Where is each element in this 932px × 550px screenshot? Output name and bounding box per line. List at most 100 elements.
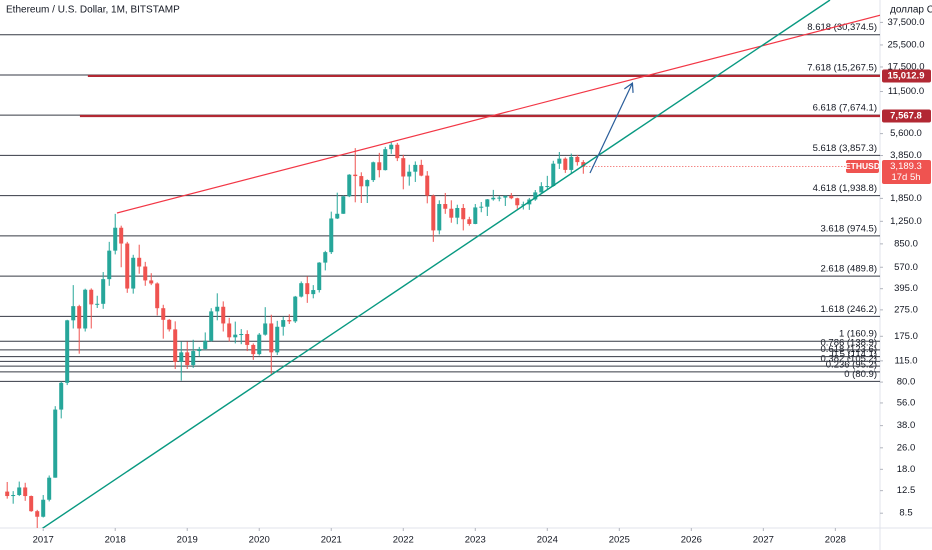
candle-body bbox=[203, 340, 208, 349]
y-tick-label: 38.0 bbox=[897, 420, 916, 431]
candle-body bbox=[95, 303, 100, 305]
x-tick-label: 2021 bbox=[321, 535, 342, 546]
fib-levels: 0 (80.9)0.236 (95.2)0.382 (105.2)0.5 (11… bbox=[0, 22, 880, 382]
candle-body bbox=[197, 348, 202, 352]
candle-body bbox=[557, 158, 562, 164]
candles bbox=[5, 141, 880, 528]
y-tick-label: 275.0 bbox=[894, 304, 918, 315]
y-tick-label: 12.5 bbox=[897, 485, 916, 496]
overlay: 8.5 12.5 18.0 26.0 38.0 56.0 80.0 115.0 175.0 275… bbox=[33, 17, 931, 546]
candle-body bbox=[17, 487, 22, 496]
candle-body bbox=[521, 204, 526, 206]
x-tick-label: 2020 bbox=[249, 535, 270, 546]
x-tick-label: 2024 bbox=[537, 535, 558, 546]
candle-body bbox=[215, 306, 220, 312]
candle-body bbox=[167, 319, 172, 330]
candle-body bbox=[101, 279, 106, 304]
candle-body bbox=[209, 311, 214, 341]
price-badge-label: 7,567.8 bbox=[890, 111, 922, 122]
candle-body bbox=[575, 156, 580, 163]
candle-body bbox=[485, 199, 490, 207]
candle-body bbox=[329, 218, 334, 253]
last-price-badge bbox=[882, 160, 931, 185]
y-tick-label: 570.0 bbox=[894, 262, 918, 273]
chart-title: Ethereum / U.S. Dollar, 1M, BITSTAMP bbox=[6, 5, 180, 16]
x-tick-label: 2018 bbox=[105, 535, 126, 546]
candle-body bbox=[551, 163, 556, 187]
candle-body bbox=[227, 323, 232, 338]
y-tick-label: 395.0 bbox=[894, 283, 918, 294]
candle-body bbox=[35, 511, 40, 517]
candle-body bbox=[425, 175, 430, 196]
fib-level-label: 0.236 (95.2) bbox=[826, 359, 877, 370]
fib-level-label: 5.618 (3,857.3) bbox=[813, 143, 877, 154]
last-price-label: 3,189.3 bbox=[890, 161, 922, 172]
candle-body bbox=[251, 344, 256, 355]
candle-body bbox=[569, 156, 574, 170]
candle-body bbox=[293, 296, 298, 322]
candle-body bbox=[563, 158, 568, 170]
candle-body bbox=[413, 164, 418, 172]
candle-body bbox=[47, 477, 52, 500]
candle-body bbox=[539, 186, 544, 193]
candle-body bbox=[443, 204, 448, 209]
y-tick-label: 25,500.0 bbox=[888, 39, 925, 50]
candle-body bbox=[455, 207, 460, 218]
candle-body bbox=[581, 162, 586, 167]
candle-body bbox=[191, 351, 196, 366]
candle-body bbox=[419, 164, 424, 176]
fib-level-label: 7.618 (15,267.5) bbox=[807, 62, 877, 73]
candle-body bbox=[515, 198, 520, 206]
candle-body bbox=[479, 206, 484, 208]
candle-body bbox=[341, 196, 346, 214]
y-tick-label: 11,500.0 bbox=[888, 86, 924, 97]
y-tick-label: 17,500.0 bbox=[888, 61, 925, 72]
fib-level-label: 0.382 (105.2) bbox=[820, 354, 877, 365]
candle-body bbox=[335, 213, 340, 219]
candle-body bbox=[125, 243, 130, 289]
candle-body bbox=[503, 195, 508, 198]
candle-body bbox=[317, 262, 322, 291]
candle-body bbox=[473, 207, 478, 224]
x-tick-label: 2023 bbox=[465, 535, 486, 546]
candle-body bbox=[179, 352, 184, 362]
candle-body bbox=[377, 162, 382, 171]
x-tick-label: 2017 bbox=[33, 535, 54, 546]
candle-body bbox=[269, 323, 274, 353]
fib-level-label: 2.618 (489.8) bbox=[820, 264, 877, 275]
x-tick-label: 2019 bbox=[177, 535, 198, 546]
candle-body bbox=[77, 306, 82, 329]
candle-body bbox=[245, 334, 250, 345]
candle-body bbox=[107, 250, 112, 280]
countdown-label: 17d 5h bbox=[891, 172, 920, 183]
candle-body bbox=[347, 174, 352, 197]
y-tick-label: 1,850.0 bbox=[890, 193, 922, 204]
candle-body bbox=[41, 499, 46, 517]
fib-level-label: 3.618 (974.5) bbox=[820, 223, 877, 234]
y-tick-label: 8.5 bbox=[899, 508, 912, 519]
currency-label: доллар С bbox=[890, 5, 932, 16]
y-tick-label: 37,500.0 bbox=[888, 17, 925, 28]
y-tick-label: 18.0 bbox=[897, 464, 916, 475]
y-tick-label: 1,250.0 bbox=[890, 216, 922, 227]
resistance-trendline bbox=[116, 14, 880, 214]
fib-level-label: 0.786 (138.9) bbox=[820, 337, 877, 348]
support-trendline bbox=[41, 0, 831, 528]
candle-body bbox=[497, 197, 502, 199]
fib-level-label: 0 (80.9) bbox=[844, 369, 877, 380]
candle-body bbox=[137, 257, 142, 267]
candle-body bbox=[533, 192, 538, 200]
candle-body bbox=[545, 186, 550, 188]
price-badge-label: 15,012.9 bbox=[888, 70, 925, 81]
candle-body bbox=[239, 334, 244, 336]
y-tick-label: 26.0 bbox=[897, 442, 916, 453]
candle-body bbox=[395, 144, 400, 159]
candle-body bbox=[143, 266, 148, 281]
candle-body bbox=[29, 496, 34, 512]
drawings bbox=[41, 0, 880, 528]
candle-body bbox=[59, 382, 64, 410]
candle-body bbox=[281, 320, 286, 327]
x-tick-label: 2025 bbox=[609, 535, 630, 546]
candle-body bbox=[287, 320, 292, 322]
